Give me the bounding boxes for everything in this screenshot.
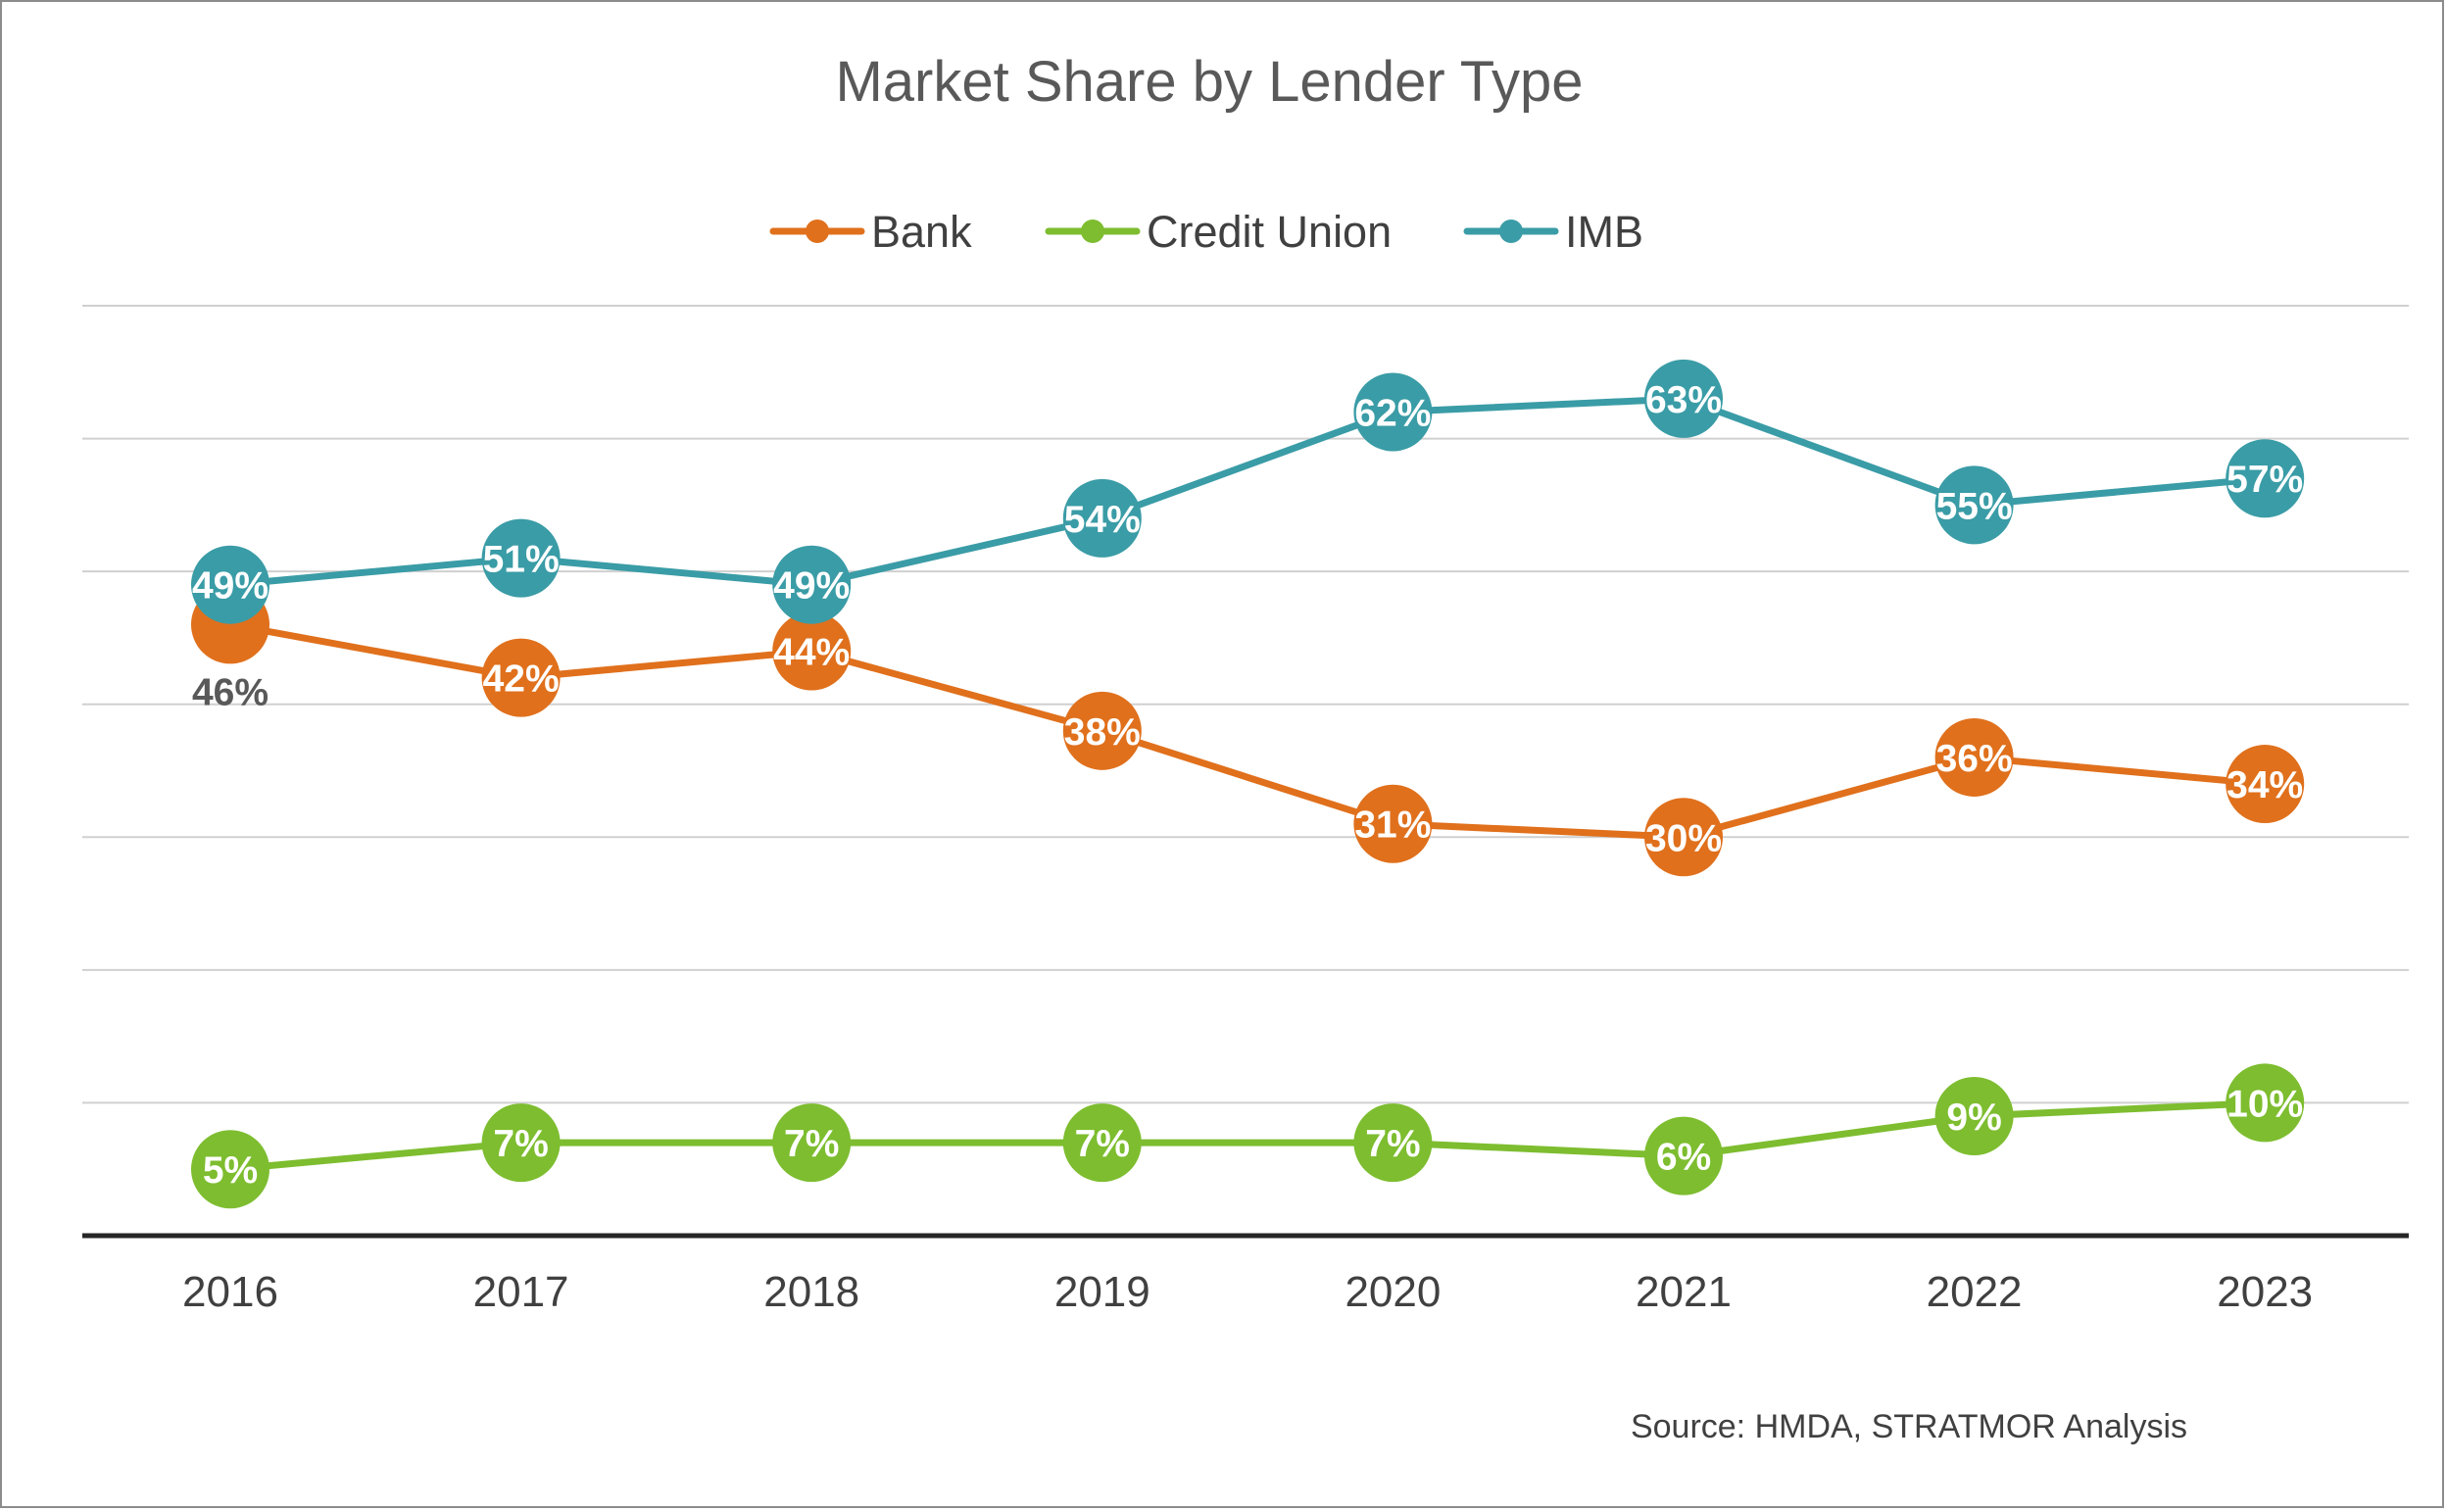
- source-note: Source: HMDA, STRATMOR Analysis: [1631, 1408, 2187, 1445]
- data-point-imb: [1062, 478, 1142, 558]
- data-point-imb: [1934, 465, 2014, 545]
- gridlines: [82, 305, 2409, 1104]
- data-point-bank: [772, 611, 852, 691]
- data-point-credit-union: [1934, 1076, 2014, 1155]
- data-point-credit-union: [772, 1103, 852, 1183]
- data-label-imb: 49%: [192, 565, 269, 608]
- data-label-credit-union: 10%: [2226, 1083, 2303, 1125]
- data-point-credit-union: [1644, 1116, 1723, 1195]
- data-label-bank: 36%: [1936, 738, 2013, 780]
- data-label-credit-union: 7%: [493, 1123, 548, 1165]
- legend: Bank Credit Union IMB: [769, 207, 1643, 257]
- data-label-credit-union: 7%: [1365, 1123, 1420, 1165]
- legend-label: IMB: [1565, 207, 1643, 257]
- data-point-credit-union: [2226, 1063, 2305, 1143]
- data-point-bank: [1934, 717, 2014, 797]
- series-line-credit-union: [226, 1098, 2269, 1173]
- data-point-credit-union: [481, 1103, 561, 1183]
- data-point-bank: [1353, 784, 1433, 863]
- legend-label: Credit Union: [1147, 207, 1392, 257]
- data-point-imb: [191, 545, 269, 624]
- data-label-imb: 55%: [1936, 485, 2013, 527]
- data-label-bank: 30%: [1645, 817, 1722, 859]
- data-label-bank: 38%: [1064, 711, 1141, 754]
- data-point-bank: [481, 638, 561, 717]
- data-point-imb: [1644, 359, 1723, 438]
- series-line-imb: [226, 395, 2269, 589]
- x-tick-label: 2018: [763, 1268, 859, 1316]
- data-label-credit-union: 5%: [203, 1149, 258, 1192]
- x-tick-label: 2017: [473, 1268, 569, 1316]
- legend-swatch-marker: [1499, 219, 1523, 243]
- data-label-imb: 49%: [773, 565, 850, 608]
- data-label-imb: 54%: [1064, 499, 1141, 541]
- data-point-imb: [1353, 372, 1433, 452]
- data-label-credit-union: 9%: [1946, 1097, 2001, 1139]
- data-label-bank: 46%: [192, 671, 269, 713]
- x-tick-label: 2022: [1927, 1268, 2023, 1316]
- data-label-credit-union: 6%: [1656, 1137, 1711, 1179]
- data-point-credit-union: [1353, 1103, 1433, 1183]
- x-tick-label: 2016: [182, 1268, 278, 1316]
- x-tick-label: 2023: [2217, 1268, 2313, 1316]
- data-point-imb: [2226, 439, 2305, 518]
- data-label-imb: 57%: [2226, 459, 2303, 501]
- x-tick-label: 2020: [1345, 1268, 1441, 1316]
- data-label-credit-union: 7%: [1075, 1123, 1130, 1165]
- data-point-credit-union: [1062, 1103, 1142, 1183]
- data-label-bank: 31%: [1354, 805, 1431, 847]
- data-point-credit-union: [191, 1130, 269, 1209]
- data-label-credit-union: 7%: [784, 1123, 839, 1165]
- data-point-imb: [772, 545, 852, 624]
- data-label-imb: 63%: [1645, 379, 1722, 421]
- data-label-bank: 42%: [483, 658, 560, 701]
- x-tick-label: 2021: [1636, 1268, 1732, 1316]
- data-point-bank: [1644, 798, 1723, 877]
- legend-label: Bank: [871, 207, 972, 257]
- data-point-bank: [1062, 691, 1142, 770]
- legend-swatch-marker: [806, 219, 829, 243]
- x-tick-label: 2019: [1054, 1268, 1150, 1316]
- legend-swatch-marker: [1081, 219, 1104, 243]
- x-axis-labels: 2016 2017 2018 2019 2020 2021 2022 2023: [182, 1268, 2313, 1316]
- series-layer: 5% 7% 7% 7% 7% 6% 9% 10% 46% 42% 44% 38% 31% 30% 36% 34…: [191, 359, 2305, 1209]
- data-point-imb: [481, 518, 561, 598]
- data-label-bank: 34%: [2226, 764, 2303, 806]
- data-point-bank: [2226, 745, 2305, 824]
- data-label-bank: 44%: [773, 631, 850, 673]
- data-label-imb: 62%: [1354, 392, 1431, 434]
- chart-title: Market Share by Lender Type: [835, 50, 1583, 114]
- series-line-bank: [226, 620, 2269, 841]
- data-label-imb: 51%: [483, 539, 560, 581]
